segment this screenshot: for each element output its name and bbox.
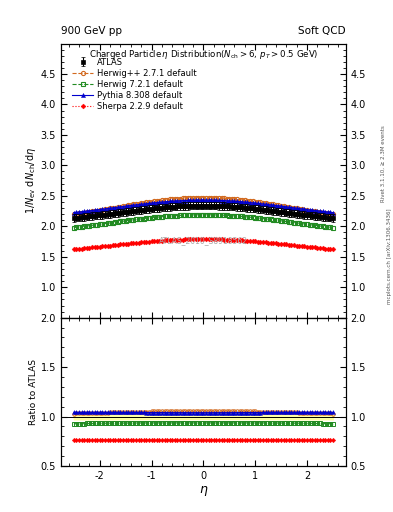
Herwig++ 2.7.1 default [331, 211, 335, 217]
Pythia 8.308 default [201, 197, 206, 203]
Pythia 8.308 default [331, 209, 335, 216]
X-axis label: $\eta$: $\eta$ [198, 483, 208, 498]
Text: Soft QCD: Soft QCD [298, 26, 346, 36]
Text: Rivet 3.1.10, ≥ 2.3M events: Rivet 3.1.10, ≥ 2.3M events [381, 125, 386, 202]
Herwig 7.2.1 default [255, 215, 260, 221]
Sherpa 2.2.9 default [136, 240, 141, 246]
Sherpa 2.2.9 default [201, 236, 206, 242]
Herwig 7.2.1 default [136, 216, 141, 222]
Herwig++ 2.7.1 default [72, 211, 76, 217]
Pythia 8.308 default [230, 198, 234, 204]
Herwig 7.2.1 default [268, 217, 273, 223]
Pythia 8.308 default [191, 197, 195, 203]
Pythia 8.308 default [90, 207, 94, 214]
Herwig 7.2.1 default [90, 222, 94, 228]
Line: Sherpa 2.2.9 default: Sherpa 2.2.9 default [72, 238, 334, 251]
Y-axis label: Ratio to ATLAS: Ratio to ATLAS [29, 359, 38, 425]
Sherpa 2.2.9 default [72, 246, 76, 252]
Herwig++ 2.7.1 default [230, 196, 234, 202]
Sherpa 2.2.9 default [255, 239, 260, 245]
Herwig++ 2.7.1 default [255, 199, 260, 205]
Text: 900 GeV pp: 900 GeV pp [61, 26, 122, 36]
Legend: ATLAS, Herwig++ 2.7.1 default, Herwig 7.2.1 default, Pythia 8.308 default, Sherp: ATLAS, Herwig++ 2.7.1 default, Herwig 7.… [71, 56, 198, 113]
Herwig 7.2.1 default [191, 212, 195, 218]
Pythia 8.308 default [255, 200, 260, 206]
Herwig 7.2.1 default [72, 224, 76, 230]
Sherpa 2.2.9 default [331, 246, 335, 252]
Herwig++ 2.7.1 default [201, 195, 206, 201]
Herwig++ 2.7.1 default [136, 201, 141, 207]
Sherpa 2.2.9 default [191, 236, 195, 242]
Herwig++ 2.7.1 default [268, 201, 273, 207]
Text: ATLAS_2010_S8918562: ATLAS_2010_S8918562 [159, 237, 248, 245]
Y-axis label: $1/N_{\rm ev}\;{\rm d}N_{\rm ch}/{\rm d}\eta$: $1/N_{\rm ev}\;{\rm d}N_{\rm ch}/{\rm d}… [24, 147, 38, 214]
Pythia 8.308 default [136, 202, 141, 208]
Herwig 7.2.1 default [201, 211, 206, 218]
Pythia 8.308 default [72, 209, 76, 216]
Line: Herwig 7.2.1 default: Herwig 7.2.1 default [72, 212, 335, 230]
Line: Herwig++ 2.7.1 default: Herwig++ 2.7.1 default [72, 196, 335, 216]
Text: mcplots.cern.ch [arXiv:1306.3436]: mcplots.cern.ch [arXiv:1306.3436] [387, 208, 391, 304]
Sherpa 2.2.9 default [230, 237, 234, 243]
Sherpa 2.2.9 default [268, 240, 273, 246]
Sherpa 2.2.9 default [90, 244, 94, 250]
Herwig++ 2.7.1 default [191, 195, 195, 201]
Herwig++ 2.7.1 default [90, 208, 94, 215]
Text: Charged Particle$\,\eta$ Distribution($N_{\rm ch} > 6,\, p_T > 0.5$ GeV): Charged Particle$\,\eta$ Distribution($N… [88, 48, 318, 60]
Herwig 7.2.1 default [230, 212, 234, 219]
Herwig 7.2.1 default [331, 224, 335, 230]
Pythia 8.308 default [268, 202, 273, 208]
Line: Pythia 8.308 default: Pythia 8.308 default [72, 198, 335, 215]
